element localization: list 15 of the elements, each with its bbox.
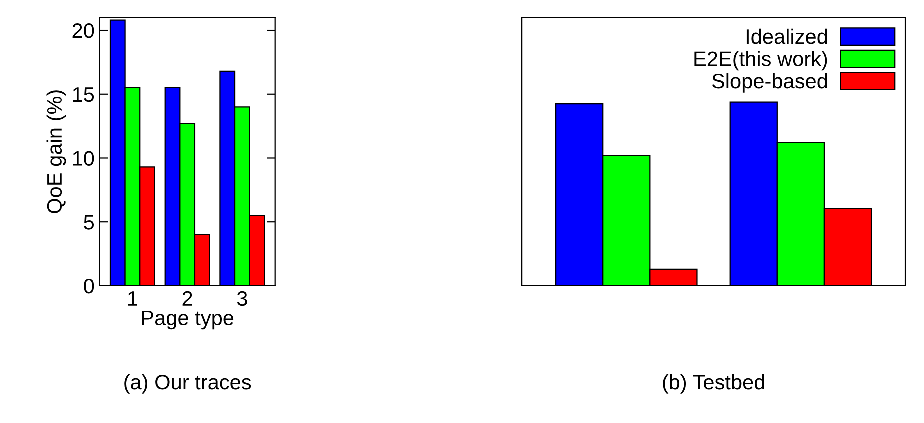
x-axis-title: Page type — [142, 310, 234, 330]
x-tick-label: 3 — [237, 291, 248, 306]
y-axis-title: QoE gain (%) — [46, 90, 66, 214]
x-tick-label: 1 — [128, 292, 138, 306]
y-tick-label: 0 — [84, 278, 94, 294]
y-tick-label: 5 — [84, 215, 94, 230]
text: (b) Testbed — [663, 374, 764, 394]
legend-label: Idealized — [746, 28, 828, 44]
y-tick-label: 15 — [73, 88, 94, 102]
legend-label: Slope-based — [712, 73, 828, 93]
y-tick-label: 20 — [72, 24, 94, 38]
legend-label: E2E(this work) — [694, 51, 828, 71]
x-tick-label: 2 — [182, 291, 192, 306]
text: (a) Our traces — [124, 374, 252, 394]
y-tick-label: 10 — [73, 151, 94, 166]
